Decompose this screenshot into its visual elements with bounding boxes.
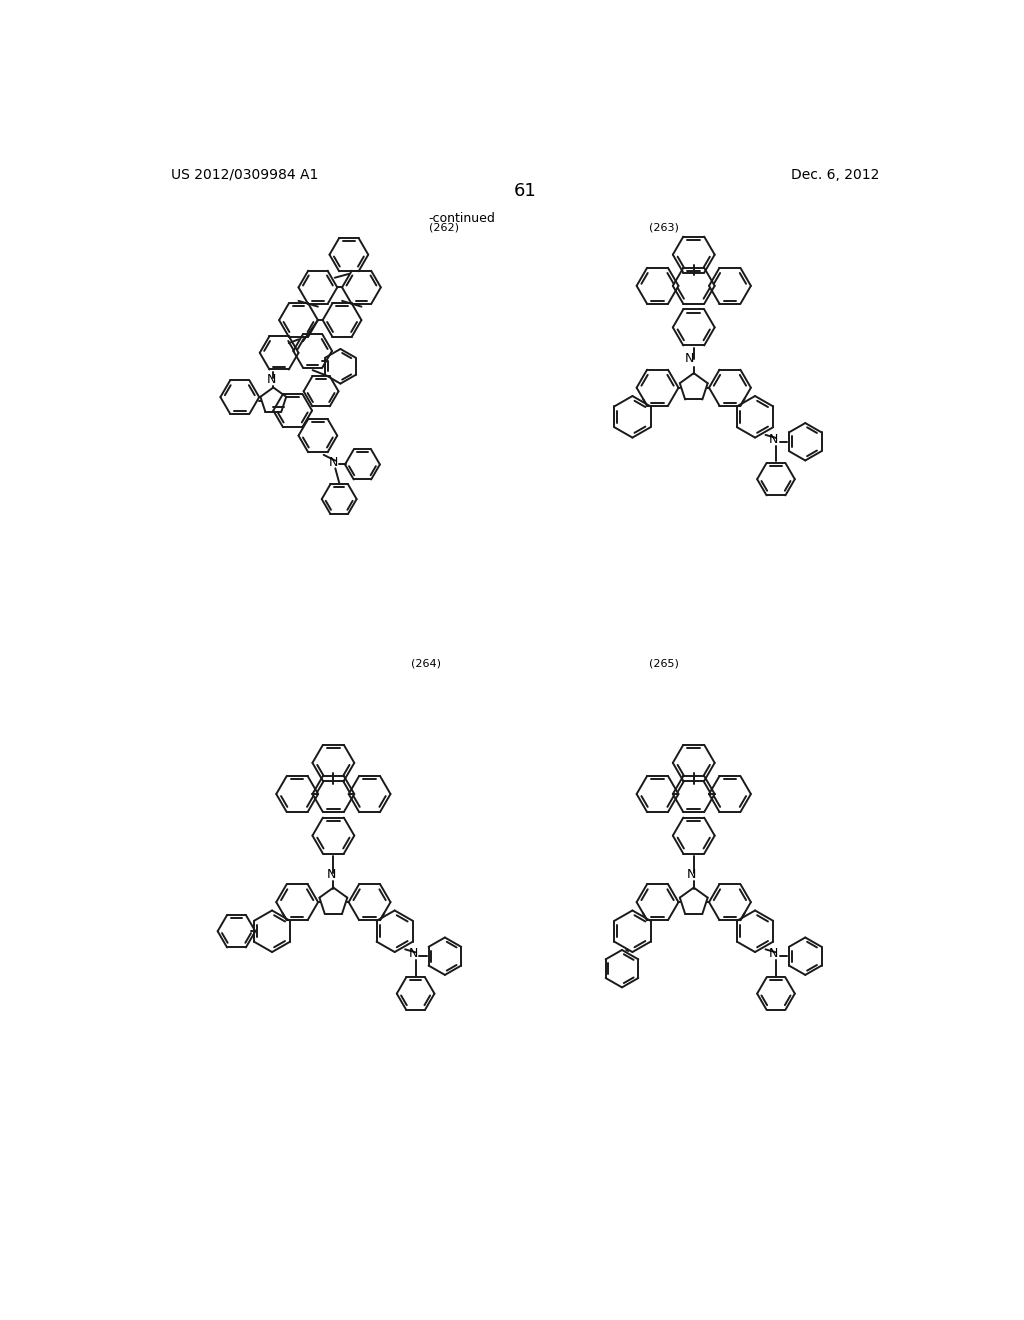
Text: N: N <box>266 372 275 385</box>
Text: N: N <box>769 433 778 446</box>
Text: N: N <box>409 948 418 961</box>
Text: N: N <box>769 948 778 961</box>
Text: (263): (263) <box>649 222 679 232</box>
Text: N: N <box>329 455 338 469</box>
Text: N: N <box>687 869 696 882</box>
Text: (264): (264) <box>411 659 441 669</box>
Text: (262): (262) <box>429 222 459 232</box>
Text: N: N <box>327 869 336 882</box>
Text: N: N <box>685 352 694 366</box>
Text: US 2012/0309984 A1: US 2012/0309984 A1 <box>171 168 318 182</box>
Text: (265): (265) <box>649 659 679 669</box>
Text: -continued: -continued <box>429 213 496 226</box>
Text: Dec. 6, 2012: Dec. 6, 2012 <box>791 168 879 182</box>
Text: 61: 61 <box>513 182 537 199</box>
